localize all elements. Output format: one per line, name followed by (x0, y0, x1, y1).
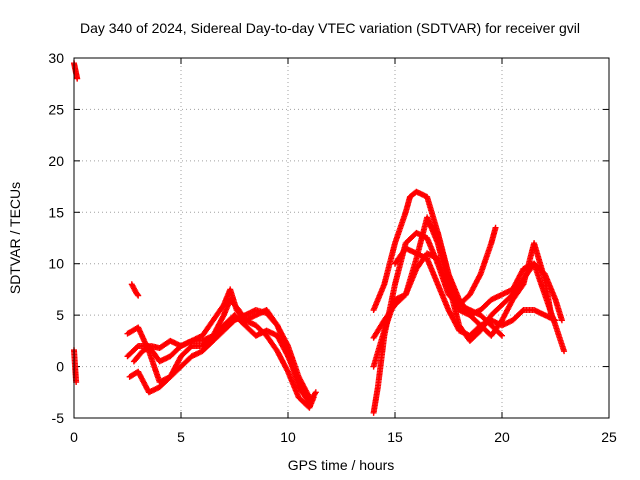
data-point (492, 224, 499, 231)
y-tick-label: 0 (56, 359, 64, 375)
y-tick-label: 5 (56, 307, 64, 323)
y-tick-label: 10 (48, 256, 64, 272)
y-tick-label: 20 (48, 153, 64, 169)
data-point (561, 348, 568, 355)
x-tick-label: 5 (177, 429, 185, 445)
x-axis-label: GPS time / hours (288, 457, 395, 473)
data-point (548, 312, 555, 319)
y-tick-label: 30 (48, 50, 64, 66)
y-tick-label: -5 (52, 410, 65, 426)
x-tick-label: 0 (70, 429, 78, 445)
plot-frame (73, 57, 610, 419)
data-point (134, 291, 141, 298)
chart-title: Day 340 of 2024, Sidereal Day-to-day VTE… (80, 20, 580, 36)
data-point (312, 390, 319, 397)
x-tick-label: 15 (387, 429, 403, 445)
data-point (497, 331, 504, 338)
y-tick-label: 25 (48, 101, 64, 117)
x-tick-label: 20 (494, 429, 510, 445)
data-point (312, 389, 319, 396)
data-point (74, 75, 81, 82)
y-axis-label: SDTVAR / TECUs (7, 182, 23, 294)
data-point (499, 332, 505, 339)
series-s3 (128, 281, 142, 299)
x-tick-label: 25 (601, 429, 617, 445)
data-point (135, 292, 142, 299)
series-s13 (424, 219, 555, 339)
x-tick-label: 10 (280, 429, 296, 445)
data-points (71, 60, 568, 416)
data-point (519, 282, 526, 289)
data-point (306, 394, 313, 401)
data-point (552, 317, 559, 324)
axis-ticks: 0 5 10 15 20 25 -5 0 5 10 15 20 25 30 (48, 50, 617, 445)
series-s7 (130, 286, 313, 401)
data-point (558, 317, 565, 324)
y-tick-label: 15 (48, 204, 64, 220)
